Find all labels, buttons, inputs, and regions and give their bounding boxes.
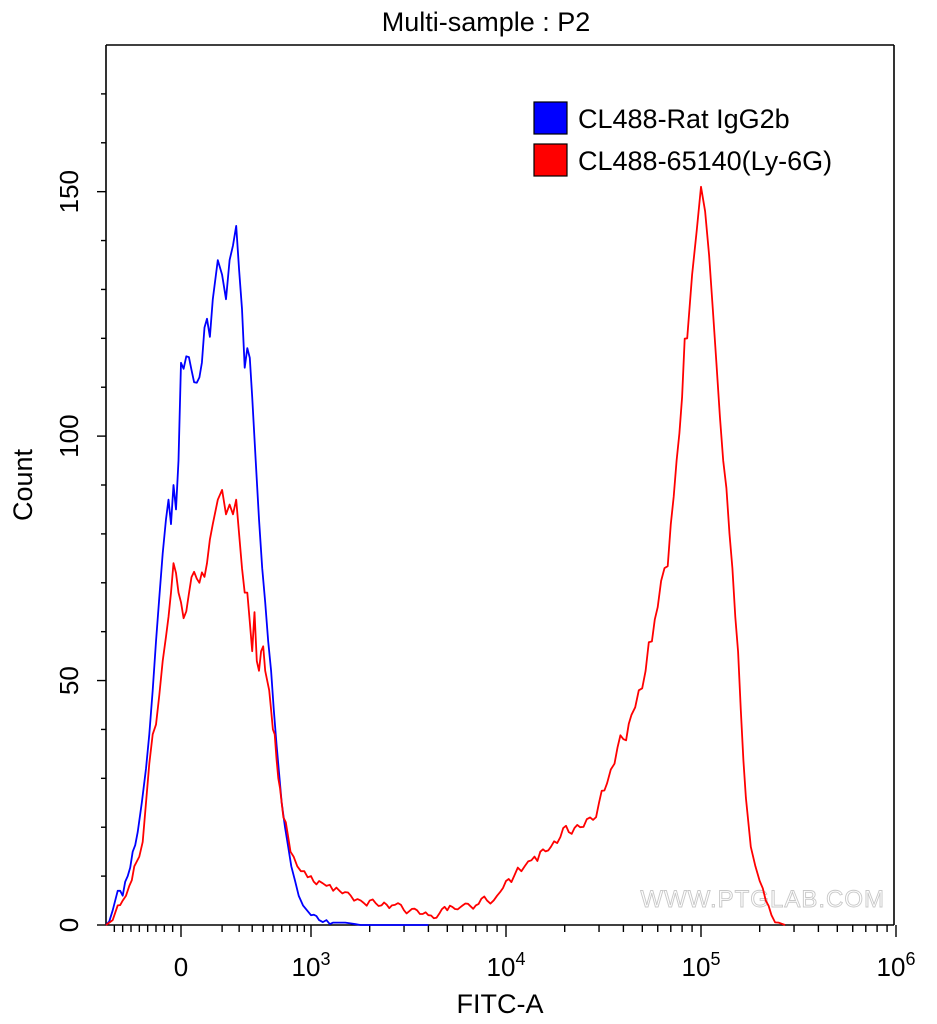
- chart-title: Multi-sample : P2: [382, 7, 591, 37]
- x-tick-label: 0: [174, 952, 188, 982]
- legend-label: CL488-65140(Ly-6G): [578, 146, 832, 176]
- y-axis: 0 50 100 150: [54, 93, 106, 932]
- x-tick-label: 106: [877, 949, 916, 982]
- y-tick-label: 50: [54, 666, 84, 695]
- x-axis: 0 103 104 105 106: [113, 925, 916, 982]
- y-tick-label: 0: [54, 918, 84, 932]
- plot-frame: [105, 44, 895, 926]
- watermark-text: WWW.PTGLAB.COM: [640, 886, 885, 913]
- series-line-ly6g: [105, 185, 786, 926]
- legend-label: CL488-Rat IgG2b: [578, 104, 790, 134]
- x-axis-label: FITC-A: [457, 989, 544, 1019]
- y-tick-label: 100: [54, 414, 84, 457]
- legend-swatch: [533, 101, 568, 135]
- y-axis-label: Count: [8, 448, 38, 521]
- x-tick-label: 104: [487, 949, 526, 982]
- x-tick-label: 103: [292, 949, 331, 982]
- x-tick-label: 105: [682, 949, 721, 982]
- legend-swatch: [533, 143, 568, 177]
- series-line-isotype: [105, 225, 429, 926]
- legend: CL488-Rat IgG2b CL488-65140(Ly-6G): [533, 101, 832, 177]
- y-tick-label: 150: [54, 170, 84, 213]
- series-layer: [105, 185, 786, 926]
